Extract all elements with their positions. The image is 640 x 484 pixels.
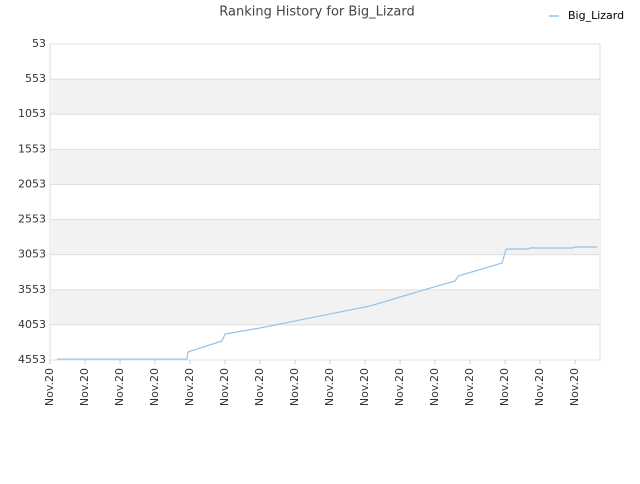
x-tick-label: Nov.20 [323, 368, 336, 406]
x-tick-label: Nov.20 [78, 368, 91, 406]
y-tick-label: 4053 [18, 318, 46, 331]
legend-label: Big_Lizard [568, 9, 624, 22]
series-line [57, 246, 598, 360]
grid-band [50, 289, 600, 325]
chart-title: Ranking History for Big_Lizard [219, 5, 414, 20]
y-tick-label: 553 [25, 72, 46, 85]
x-tick-label: Nov.20 [428, 368, 441, 406]
y-tick-label: 4553 [18, 353, 46, 366]
y-tick-label: 2053 [18, 177, 46, 190]
x-tick-label: Nov.20 [183, 368, 196, 406]
x-tick-label: Nov.20 [358, 368, 371, 406]
x-tick-label: Nov.20 [533, 368, 546, 406]
x-tick-label: Nov.20 [43, 368, 56, 406]
grid-band [50, 79, 600, 115]
y-tick-label: 1553 [18, 142, 46, 155]
y-tick-label: 2553 [18, 213, 46, 226]
y-tick-label: 53 [32, 37, 46, 50]
y-tick-label: 1053 [18, 107, 46, 120]
x-tick-label: Nov.20 [568, 368, 581, 406]
x-tick-label: Nov.20 [393, 368, 406, 406]
y-tick-label: 3053 [18, 248, 46, 261]
x-tick-label: Nov.20 [463, 368, 476, 406]
x-tick-label: Nov.20 [498, 368, 511, 406]
x-tick-label: Nov.20 [148, 368, 161, 406]
x-tick-label: Nov.20 [218, 368, 231, 406]
x-tick-label: Nov.20 [253, 368, 266, 406]
x-tick-label: Nov.20 [113, 368, 126, 406]
y-tick-label: 3553 [18, 283, 46, 296]
x-tick-label: Nov.20 [288, 368, 301, 406]
grid-band [50, 149, 600, 185]
